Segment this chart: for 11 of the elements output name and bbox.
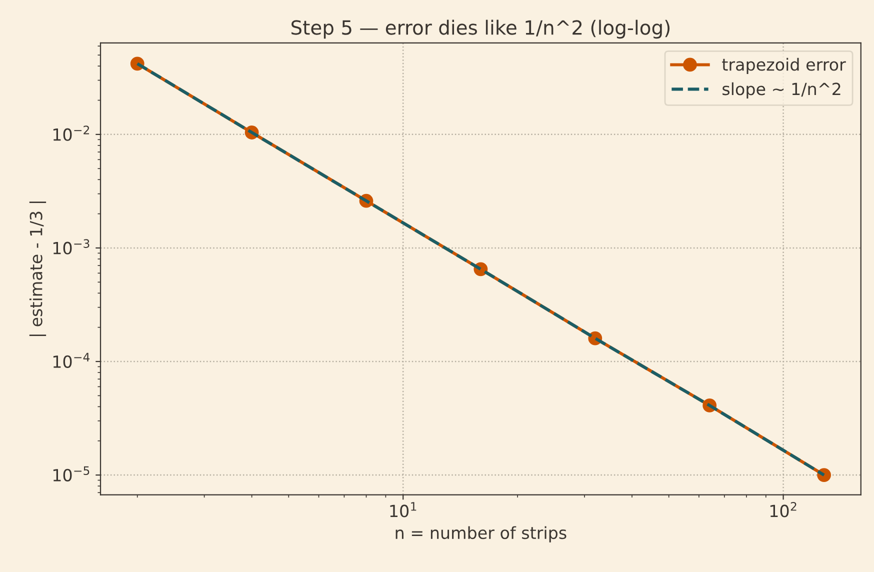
y-tick-label: 10$^{−2}$ [53,126,90,141]
legend-label: trapezoid error [722,58,846,74]
x-tick-label: 10$^{1}$ [390,502,416,518]
legend-label: slope ~ 1/n^2 [722,82,840,98]
y-tick-label: 10$^{−3}$ [53,239,90,254]
x-axis-title: n = number of strips [396,526,566,542]
y-tick-label: 10$^{−4}$ [53,352,90,368]
x-tick-label: 10$^{2}$ [770,502,796,518]
y-tick-label: 10$^{−5}$ [53,466,90,482]
chart-title: Step 5 — error dies like 1/n^2 (log-log) [292,20,670,39]
y-axis-title: | estimate - 1/3 | [29,202,46,336]
